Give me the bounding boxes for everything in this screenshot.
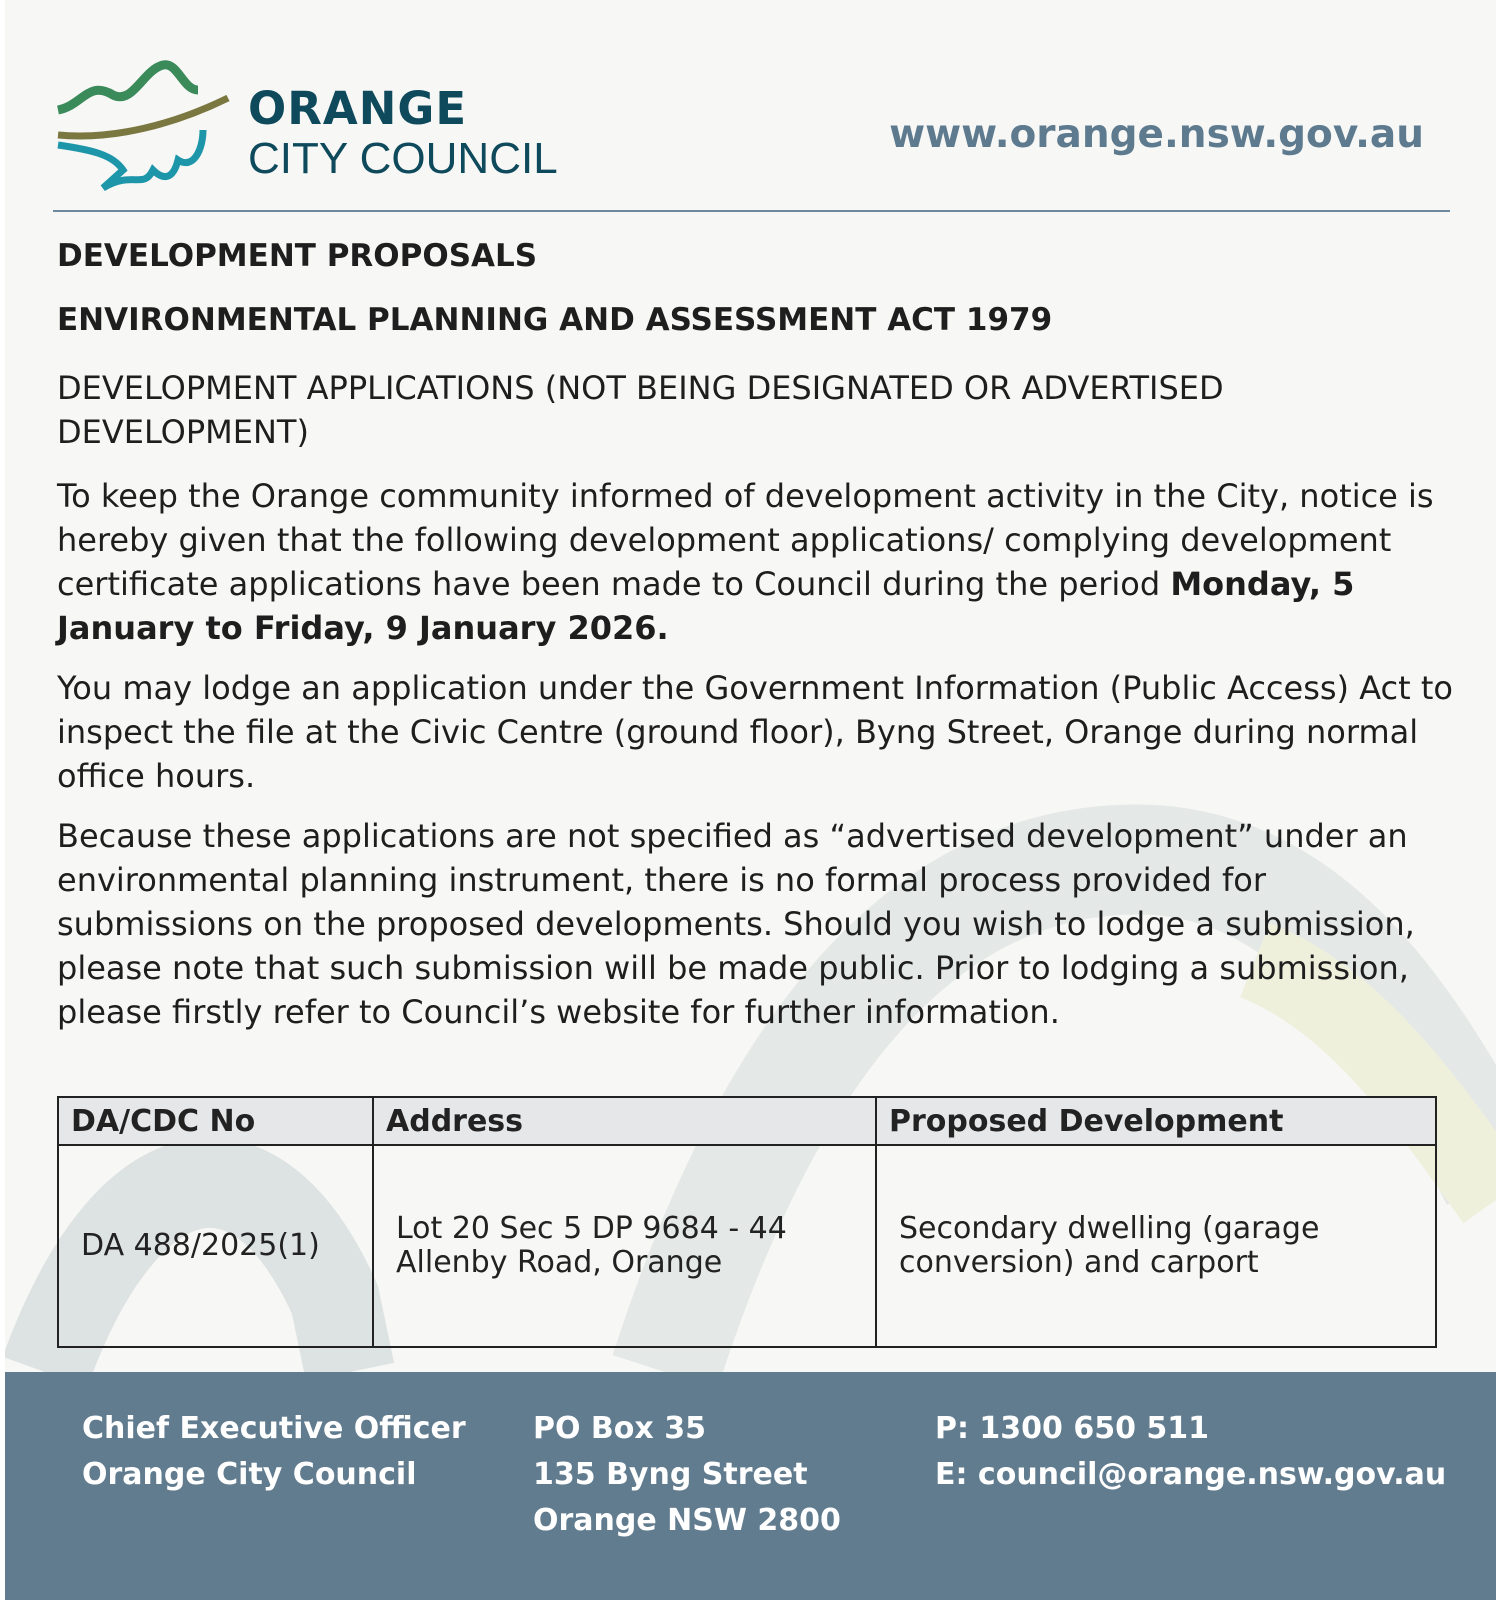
paragraph-intro: To keep the Orange community informed of… bbox=[57, 474, 1457, 650]
paragraph-submissions: Because these applications are not speci… bbox=[57, 817, 1415, 1031]
logo-mark-icon bbox=[56, 60, 230, 192]
table-row: DA 488/2025(1) Lot 20 Sec 5 DP 9684 - 44… bbox=[57, 1144, 1437, 1348]
header-divider bbox=[53, 210, 1450, 212]
footer-council-name: Orange City Council bbox=[82, 1457, 417, 1492]
cell-proposed-development: Secondary dwelling (garage conversion) a… bbox=[875, 1144, 1437, 1348]
col-address: Address bbox=[372, 1096, 877, 1146]
footer-ceo-title: Chief Executive Officer bbox=[82, 1411, 466, 1446]
footer-po-box: PO Box 35 bbox=[533, 1411, 706, 1446]
subheading: DEVELOPMENT APPLICATIONS (NOT BEING DESI… bbox=[57, 369, 1224, 451]
website-link[interactable]: www.orange.nsw.gov.au bbox=[889, 112, 1424, 157]
notice-page: ORANGE CITY COUNCIL www.orange.nsw.gov.a… bbox=[5, 0, 1496, 1600]
applications-table: DA/CDC No Address Proposed Development D… bbox=[57, 1096, 1437, 1348]
contact-footer: Chief Executive Officer Orange City Coun… bbox=[5, 1372, 1496, 1600]
intro-text: To keep the Orange community informed of… bbox=[57, 477, 1434, 603]
logo-text-orange: ORANGE bbox=[248, 82, 468, 135]
logo-text-city-council: CITY COUNCIL bbox=[248, 134, 558, 183]
table-header-row: DA/CDC No Address Proposed Development bbox=[57, 1096, 1437, 1146]
notice-period: Monday, 5 January to Friday, 9 January 2… bbox=[57, 565, 1355, 647]
act-title: ENVIRONMENTAL PLANNING AND ASSESSMENT AC… bbox=[57, 302, 1053, 338]
col-proposed-development: Proposed Development bbox=[875, 1096, 1437, 1146]
footer-address: PO Box 35 135 Byng Street Orange NSW 280… bbox=[533, 1406, 841, 1544]
paragraph-gipa: You may lodge an application under the G… bbox=[57, 669, 1453, 795]
cell-address: Lot 20 Sec 5 DP 9684 - 44 Allenby Road, … bbox=[372, 1144, 877, 1348]
footer-suburb: Orange NSW 2800 bbox=[533, 1503, 841, 1538]
notice-body: DEVELOPMENT PROPOSALS ENVIRONMENTAL PLAN… bbox=[57, 238, 1457, 1050]
footer-street: 135 Byng Street bbox=[533, 1457, 808, 1492]
footer-phone[interactable]: P: 1300 650 511 bbox=[935, 1411, 1210, 1446]
cell-da-number: DA 488/2025(1) bbox=[57, 1144, 374, 1348]
orange-city-council-logo: ORANGE CITY COUNCIL bbox=[53, 60, 613, 210]
footer-contact: P: 1300 650 511 E: council@orange.nsw.go… bbox=[935, 1406, 1446, 1498]
col-da-number: DA/CDC No bbox=[57, 1096, 374, 1146]
footer-ceo: Chief Executive Officer Orange City Coun… bbox=[82, 1406, 466, 1498]
heading: DEVELOPMENT PROPOSALS bbox=[57, 238, 538, 274]
footer-email[interactable]: E: council@orange.nsw.gov.au bbox=[935, 1457, 1447, 1492]
